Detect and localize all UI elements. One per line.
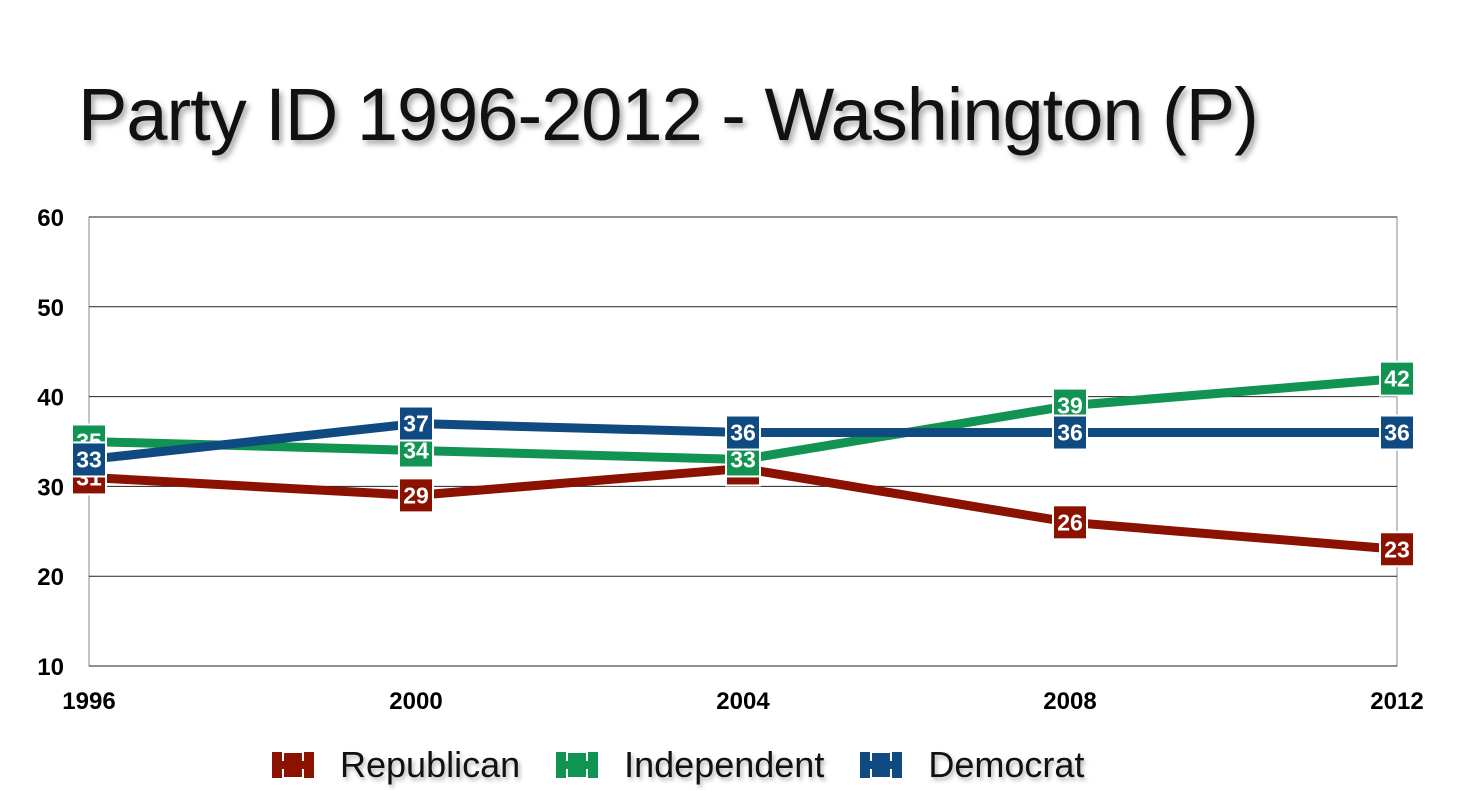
x-tick-label-2008: 2008: [1043, 688, 1096, 715]
data-label-republican-2012: 23: [1384, 536, 1410, 562]
legend-label-independent: Independent: [624, 744, 825, 785]
y-tick-label-20: 20: [37, 564, 64, 591]
series-markers: 312932262335343339423337363636: [71, 360, 1415, 568]
x-tick-label-2000: 2000: [389, 688, 442, 715]
marker-republican-2008: [1052, 504, 1088, 541]
legend: Republican Independent Democrat: [272, 744, 1084, 786]
data-point-republican-2008: 26: [1052, 504, 1088, 541]
data-label-independent-2000: 34: [403, 437, 429, 463]
data-point-republican-2012: 23: [1379, 531, 1415, 568]
data-label-democrat-1996: 33: [76, 446, 102, 472]
marker-republican-2000: [398, 477, 434, 514]
data-point-republican-2000: 29: [398, 477, 434, 514]
y-tick-label-10: 10: [37, 654, 64, 681]
data-label-democrat-2000: 37: [403, 411, 429, 437]
legend-swatch-republican: [272, 751, 314, 779]
data-point-democrat-2012: 36: [1379, 414, 1415, 451]
legend-item-democrat: Democrat: [860, 744, 1084, 786]
data-point-democrat-2008: 36: [1052, 414, 1088, 451]
y-tick-label-30: 30: [37, 474, 64, 501]
marker-independent-2012: [1379, 360, 1415, 397]
data-label-independent-2008: 39: [1057, 393, 1083, 419]
x-tick-label-1996: 1996: [62, 688, 115, 715]
data-point-democrat-1996: 33: [71, 441, 107, 478]
marker-democrat-2000: [398, 405, 434, 442]
y-tick-label-40: 40: [37, 385, 64, 412]
x-tick-label-2012: 2012: [1370, 688, 1423, 715]
y-tick-label-50: 50: [37, 295, 64, 322]
marker-democrat-2008: [1052, 414, 1088, 451]
legend-swatch-democrat: [860, 751, 903, 779]
legend-label-republican: Republican: [340, 744, 521, 785]
y-tick-label-60: 60: [37, 205, 64, 232]
x-axis-ticks: 1996 2000 2004 2008 2012: [62, 688, 1423, 715]
data-point-democrat-2004: 36: [725, 414, 761, 451]
data-label-republican-2000: 29: [403, 482, 429, 508]
x-tick-label-2004: 2004: [716, 688, 770, 715]
marker-republican-2012: [1379, 531, 1415, 568]
data-point-democrat-2000: 37: [398, 405, 434, 442]
legend-item-republican: Republican: [272, 744, 520, 786]
data-label-independent-2004: 33: [730, 446, 756, 472]
data-label-independent-2012: 42: [1384, 366, 1410, 392]
data-label-democrat-2004: 36: [730, 420, 756, 446]
marker-democrat-2004: [725, 414, 761, 451]
data-point-independent-2012: 42: [1379, 360, 1415, 397]
marker-democrat-1996: [71, 441, 107, 478]
chart-title: Party ID 1996-2012 - Washington (P): [78, 73, 1259, 156]
data-label-democrat-2012: 36: [1384, 420, 1410, 446]
legend-label-democrat: Democrat: [928, 744, 1085, 785]
legend-swatch-independent: [556, 751, 599, 779]
data-label-republican-2008: 26: [1057, 509, 1083, 535]
marker-democrat-2012: [1379, 414, 1415, 451]
data-label-democrat-2008: 36: [1057, 420, 1083, 446]
legend-item-independent: Independent: [556, 744, 824, 786]
y-axis-ticks: 10 20 30 40 50 60: [37, 205, 64, 681]
